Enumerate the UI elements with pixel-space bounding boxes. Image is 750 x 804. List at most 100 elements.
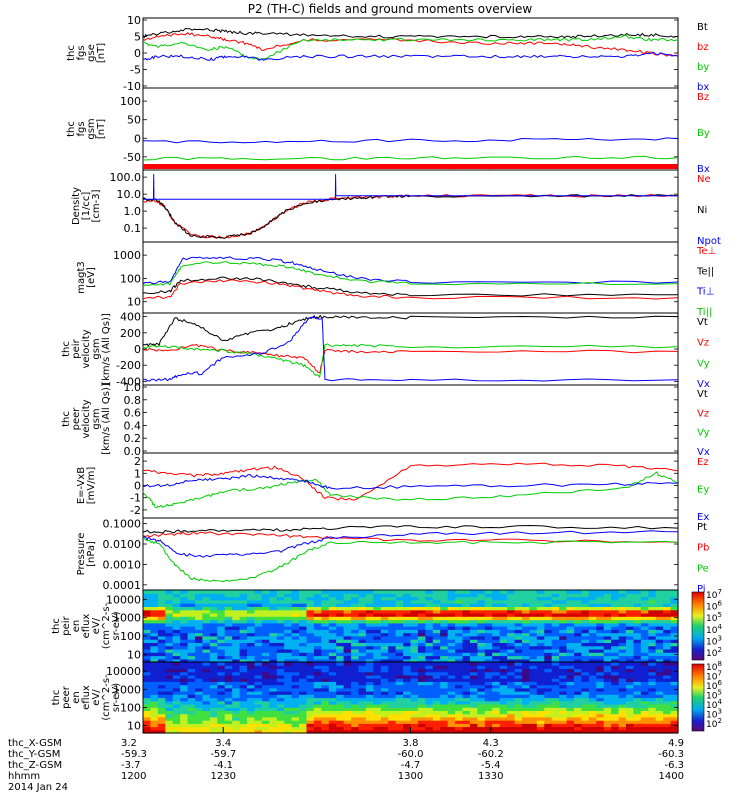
- spectrogram-cell: [276, 639, 285, 643]
- spectrogram-cell: [336, 720, 345, 724]
- spectrogram-cell: [336, 697, 345, 702]
- legend-entry: Te||: [696, 266, 714, 277]
- spectrogram-cell: [247, 648, 255, 653]
- spectrogram-cell: [217, 655, 226, 660]
- spectrogram-cell: [209, 590, 218, 594]
- spectrogram-cell: [291, 616, 300, 621]
- spectrogram-cell: [306, 713, 315, 718]
- spectrogram-cell: [536, 729, 545, 734]
- spectrogram-cell: [581, 704, 590, 708]
- spectrogram-cell: [321, 648, 330, 653]
- spectrogram-cell: [559, 674, 568, 679]
- spectrogram-cell: [254, 652, 263, 657]
- spectrogram-cell: [544, 609, 553, 614]
- spectrogram-cell: [544, 710, 553, 715]
- spectrogram-cell: [150, 590, 159, 594]
- spectrogram-cell: [410, 642, 419, 647]
- spectrogram-cell: [603, 674, 612, 679]
- spectrogram-cell: [566, 671, 575, 676]
- spectrogram-cell: [551, 629, 560, 634]
- spectrogram-cell: [514, 691, 523, 695]
- spectrogram-cell: [648, 622, 657, 627]
- spectrogram-cell: [425, 590, 434, 594]
- y-axis-label-line: thc: [66, 45, 77, 61]
- spectrogram-cell: [529, 645, 538, 650]
- spectrogram-cell: [351, 678, 360, 682]
- spectrogram-cell: [566, 642, 575, 647]
- spectrogram-cell: [284, 590, 293, 594]
- spectrogram-cell: [380, 652, 389, 657]
- spectrogram-cell: [239, 716, 248, 721]
- spectrogram-cell: [180, 622, 189, 627]
- spectrogram-cell: [180, 697, 189, 702]
- spectrogram-cell: [343, 606, 352, 611]
- spectrogram-cell: [469, 639, 478, 643]
- spectrogram-cell: [663, 606, 672, 611]
- spectrogram-cell: [417, 697, 426, 702]
- spectrogram-cell: [217, 720, 226, 724]
- spectrogram-cell: [299, 593, 307, 598]
- spectrogram-cell: [484, 684, 493, 689]
- spectrogram-cell: [640, 697, 649, 702]
- spectrogram-cell: [224, 697, 233, 702]
- spectrogram-cell: [529, 603, 538, 607]
- y-axis-label-line: peer: [61, 685, 72, 709]
- colorbar-label: 105: [706, 611, 722, 624]
- spectrogram-cell: [477, 655, 486, 660]
- footer-row-label: thc_X-GSM: [8, 738, 62, 749]
- spectrogram-cell: [150, 599, 159, 604]
- spectrogram-cell: [239, 681, 248, 686]
- spectrogram-cell: [150, 713, 159, 718]
- spectrogram-cell: [247, 668, 255, 673]
- spectrogram-cell: [351, 619, 360, 624]
- spectrogram-cell: [321, 642, 330, 647]
- spectrogram-cell: [351, 674, 360, 679]
- spectrogram-cell: [321, 691, 330, 695]
- spectrogram-cell: [328, 622, 337, 627]
- spectrogram-cell: [432, 590, 441, 594]
- spectrogram-cell: [536, 622, 545, 627]
- spectrogram-cell: [663, 729, 672, 734]
- spectrogram-cell: [574, 635, 582, 640]
- spectrogram-cell: [417, 723, 426, 728]
- spectrogram-cell: [247, 632, 255, 637]
- spectrogram-cell: [209, 716, 218, 721]
- spectrogram-cell: [551, 729, 560, 734]
- spectrogram-cell: [655, 652, 664, 657]
- spectrogram-cell: [462, 652, 471, 657]
- spectrogram-cell: [172, 642, 181, 647]
- spectrogram-cell: [209, 626, 218, 630]
- spectrogram-cell: [581, 662, 590, 666]
- spectrogram-cell: [551, 603, 560, 607]
- spectrogram-cell: [655, 606, 664, 611]
- spectrogram-cell: [195, 684, 203, 689]
- spectrogram-cell: [343, 639, 352, 643]
- spectrogram-cell: [425, 658, 434, 663]
- spectrogram-cell: [395, 609, 404, 614]
- y-tick-label: 100: [120, 272, 141, 285]
- spectrogram-cell: [492, 635, 501, 640]
- spectrogram-cell: [187, 622, 196, 627]
- spectrogram-cell: [633, 684, 642, 689]
- spectrogram-cell: [195, 710, 203, 715]
- spectrogram-cell: [618, 655, 627, 660]
- spectrogram-cell: [247, 635, 255, 640]
- spectrogram-cell: [432, 726, 441, 731]
- spectrogram-cell: [224, 622, 233, 627]
- spectrogram-cell: [239, 662, 248, 666]
- spectrogram-cell: [328, 612, 337, 617]
- spectrogram-cell: [269, 593, 278, 598]
- spectrogram-cell: [269, 723, 278, 728]
- spectrogram-cell: [388, 687, 397, 692]
- spectrogram-cell: [187, 629, 196, 634]
- spectrogram-cell: [358, 639, 367, 643]
- spectrogram-cell: [388, 609, 397, 614]
- spectrogram-cell: [447, 707, 456, 711]
- spectrogram-cell: [165, 684, 174, 689]
- spectrogram-cell: [254, 668, 263, 673]
- spectrogram-cell: [157, 639, 166, 643]
- spectrogram-cell: [588, 678, 597, 682]
- spectrogram-cell: [157, 684, 166, 689]
- spectrogram-cell: [581, 668, 590, 673]
- spectrogram-cell: [202, 629, 211, 634]
